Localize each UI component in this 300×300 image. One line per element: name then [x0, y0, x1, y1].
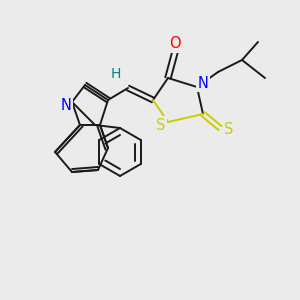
Text: S: S — [224, 122, 234, 137]
Text: N: N — [61, 98, 71, 112]
Text: O: O — [169, 37, 181, 52]
Text: N: N — [198, 76, 208, 91]
Text: S: S — [156, 118, 166, 133]
Text: H: H — [111, 67, 121, 81]
